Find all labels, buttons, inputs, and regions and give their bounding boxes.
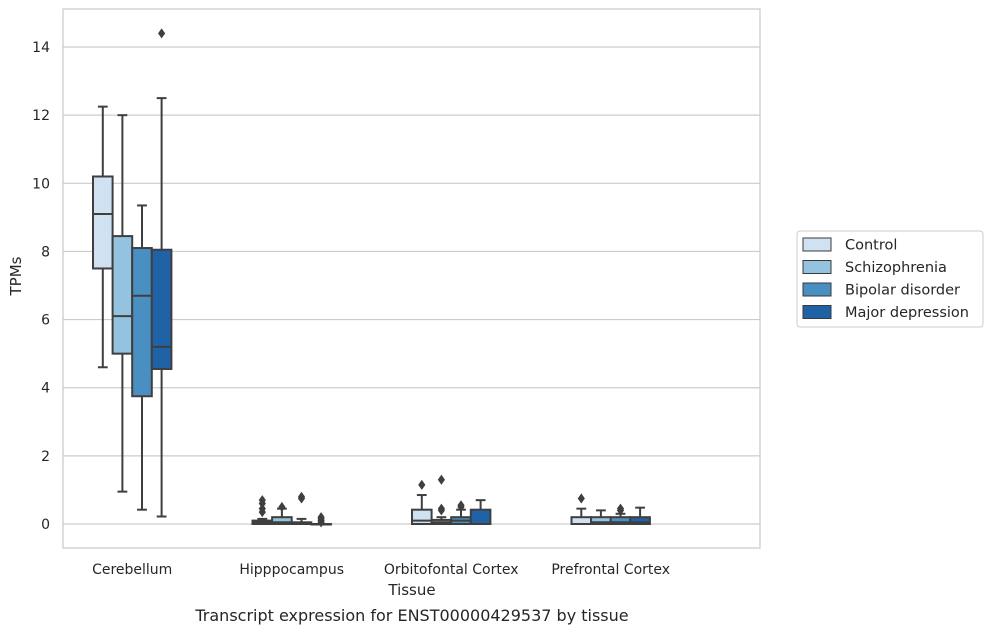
box-3-1: [590, 509, 612, 525]
box-1-3: [310, 512, 332, 528]
legend-swatch: [802, 282, 832, 297]
outlier-point: [437, 474, 445, 485]
legend-swatch: [802, 237, 832, 252]
box-2-0: [411, 479, 433, 526]
box-iqr: [131, 247, 153, 398]
outlier-point: [278, 501, 286, 513]
outlier-point: [158, 28, 166, 39]
box-1-2: [290, 491, 313, 526]
box-iqr: [570, 516, 593, 525]
outlier-point: [258, 503, 266, 514]
box-2-3: [469, 499, 492, 526]
box-0-3: [150, 28, 173, 518]
outlier-point: [258, 495, 266, 506]
legend-swatch: [802, 305, 832, 319]
box-3-3: [629, 506, 651, 525]
box-iqr: [469, 508, 492, 526]
x-tick-labels: Cerebellum Hipppocampus Orbitofontal Corte…: [92, 562, 670, 578]
y-axis-label: TPMs: [7, 256, 25, 296]
y-tick-label: 6: [41, 313, 50, 329]
legend-entry-label: Major depression: [845, 305, 969, 321]
legend-frame: [796, 230, 984, 328]
x-tick-label: Hipppocampus: [239, 562, 344, 578]
legend-entry-label: Control: [845, 238, 897, 254]
legend-entry-label: Schizophrenia: [845, 260, 947, 276]
outlier-point: [457, 500, 465, 511]
box-1-1: [271, 501, 293, 525]
x-axis-label: Tissue: [387, 581, 435, 599]
box-iqr: [629, 516, 651, 525]
box-iqr: [92, 175, 114, 270]
legend: Control Schizophrenia Bipolar disorder Majo…: [796, 230, 984, 328]
x-tick-label: Prefrontal Cortex: [551, 562, 670, 578]
box-iqr: [271, 516, 293, 525]
outlier-point: [577, 493, 585, 504]
outlier-point: [437, 503, 445, 514]
x-tick-label: Orbitofontal Cortex: [384, 562, 519, 578]
plot-area: [63, 9, 760, 548]
outlier-point: [418, 479, 426, 490]
chart-caption: Transcript expression for ENST0000042953…: [194, 606, 628, 625]
box-iqr: [411, 508, 433, 526]
grid-lines: [63, 46, 760, 525]
y-tick-labels: 0 2 4 6 8 10 12 14: [32, 40, 50, 533]
outlier-point: [317, 512, 325, 523]
box-series: [92, 28, 651, 528]
legend-entry-label: Bipolar disorder: [845, 283, 960, 299]
box-iqr: [150, 248, 173, 370]
y-tick-label: 8: [41, 244, 50, 260]
plot-frame: [62, 8, 761, 549]
box-0-0: [92, 105, 114, 369]
y-tick-label: 2: [41, 449, 50, 465]
outlier-point: [616, 503, 625, 514]
legend-swatch: [802, 260, 832, 274]
y-tick-label: 4: [41, 381, 50, 397]
x-tick-label: Cerebellum: [92, 562, 172, 578]
box-iqr: [111, 235, 134, 355]
y-tick-label: 10: [32, 176, 50, 192]
y-tick-label: 12: [32, 108, 50, 124]
outlier-point: [297, 491, 306, 502]
y-tick-label: 0: [41, 517, 50, 533]
y-tick-label: 14: [32, 40, 50, 56]
box-2-2: [450, 500, 472, 525]
